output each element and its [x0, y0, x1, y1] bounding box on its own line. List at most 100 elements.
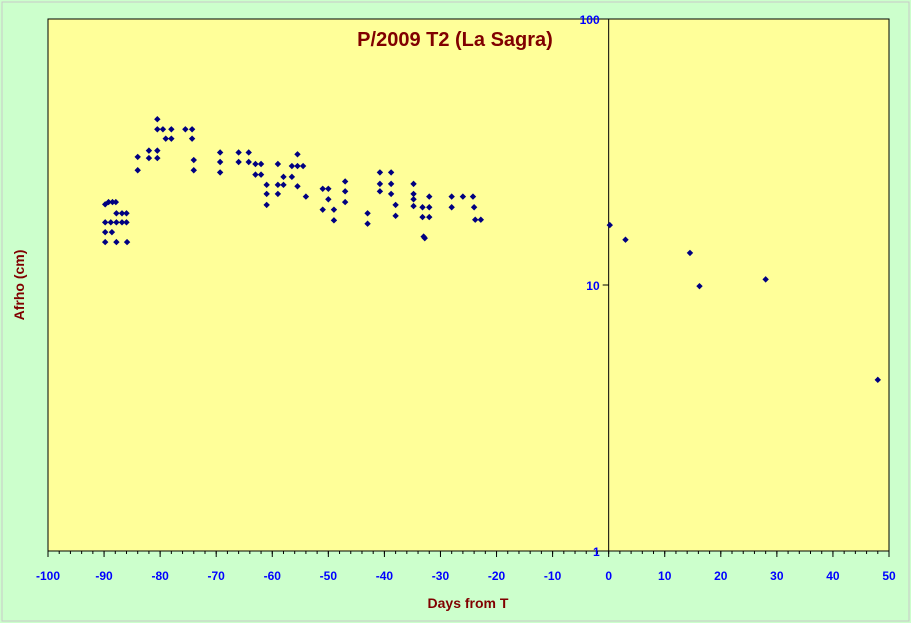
- data-point: [245, 158, 252, 166]
- x-tick-label: -70: [208, 569, 226, 583]
- data-point: [252, 160, 259, 168]
- data-point: [109, 198, 116, 206]
- data-point: [426, 204, 433, 211]
- data-point: [280, 173, 287, 181]
- data-point: [235, 158, 242, 166]
- data-point: [421, 234, 428, 242]
- data-point: [341, 198, 349, 206]
- data-point: [341, 188, 349, 195]
- data-point: [123, 219, 130, 226]
- data-point: [874, 376, 881, 384]
- data-point: [154, 116, 161, 123]
- data-point: [257, 171, 265, 178]
- data-point: [188, 135, 196, 142]
- data-point: [159, 126, 167, 133]
- data-point: [325, 185, 332, 192]
- data-point: [299, 162, 307, 170]
- data-point: [101, 219, 109, 226]
- x-tick-label: -80: [151, 569, 169, 583]
- data-point: [190, 167, 197, 174]
- data-point: [387, 180, 395, 188]
- x-tick-label: 30: [770, 569, 784, 583]
- plot-area: [47, 18, 890, 552]
- x-tick-label: -20: [488, 569, 506, 583]
- data-point: [410, 202, 417, 210]
- data-point: [123, 238, 131, 246]
- x-axis: -100 -90 -80 -70 -60 -50 -40 -30 -20 -10 0 10 20 30 40…: [36, 551, 896, 583]
- data-point: [392, 212, 399, 220]
- x-tick-label: -60: [264, 569, 282, 583]
- data-point: [168, 126, 175, 133]
- data-point: [280, 181, 287, 189]
- x-tick-label: 40: [826, 569, 840, 583]
- data-point: [182, 126, 189, 133]
- data-point: [686, 249, 694, 257]
- data-point: [252, 171, 259, 178]
- data-point: [294, 162, 301, 170]
- data-point: [145, 147, 153, 154]
- data-point: [216, 169, 224, 176]
- data-point: [426, 193, 433, 200]
- y-tick-label: 100: [580, 13, 600, 27]
- data-point: [235, 149, 242, 156]
- data-point: [288, 173, 296, 181]
- data-point: [188, 126, 196, 133]
- data-point: [113, 219, 120, 226]
- data-point: [190, 156, 197, 164]
- data-point: [112, 198, 120, 206]
- data-point: [134, 153, 141, 161]
- data-point: [477, 216, 485, 223]
- y-tick-label: 1: [593, 545, 600, 559]
- data-point: [274, 160, 282, 168]
- data-point: [118, 210, 126, 217]
- data-point: [387, 190, 395, 198]
- data-point: [696, 282, 703, 290]
- data-point: [364, 220, 371, 227]
- chart-title: P/2009 T2 (La Sagra): [357, 29, 553, 51]
- data-point: [459, 193, 467, 200]
- data-point: [257, 160, 265, 168]
- x-tick-label: -50: [320, 569, 338, 583]
- data-point: [302, 193, 310, 200]
- data-point: [263, 190, 270, 198]
- x-tick-label: -40: [376, 569, 394, 583]
- data-points: [101, 116, 881, 384]
- data-point: [410, 180, 417, 188]
- data-point: [118, 219, 126, 226]
- data-point: [469, 193, 477, 200]
- data-point: [263, 201, 270, 209]
- data-point: [622, 236, 629, 243]
- data-point: [387, 169, 395, 176]
- x-tick-label: 0: [605, 569, 612, 583]
- data-point: [470, 204, 478, 211]
- data-point: [245, 149, 252, 156]
- data-point: [341, 178, 349, 185]
- data-point: [448, 204, 455, 211]
- data-point: [448, 193, 455, 200]
- x-tick-label: -90: [95, 569, 113, 583]
- x-tick-label: 50: [882, 569, 896, 583]
- data-point: [419, 213, 426, 221]
- x-tick-label: -30: [432, 569, 450, 583]
- data-point: [325, 196, 332, 203]
- data-point: [319, 185, 326, 192]
- x-axis-label: Days from T: [428, 595, 509, 611]
- data-point: [123, 210, 130, 217]
- data-point: [101, 238, 109, 246]
- data-point: [162, 135, 169, 142]
- data-point: [134, 167, 141, 174]
- data-point: [101, 228, 109, 236]
- data-point: [107, 219, 114, 226]
- data-point: [606, 221, 613, 229]
- data-point: [472, 216, 479, 223]
- data-point: [154, 154, 161, 162]
- data-point: [330, 206, 338, 213]
- y-tick-label: 10: [586, 279, 600, 293]
- data-point: [410, 196, 417, 203]
- data-point: [113, 238, 120, 246]
- data-point: [263, 181, 270, 189]
- data-point: [376, 169, 384, 176]
- y-axis: 1 10 100: [580, 13, 610, 559]
- data-point: [392, 201, 399, 209]
